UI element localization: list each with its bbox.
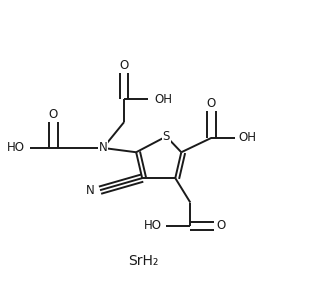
Text: OH: OH: [155, 93, 173, 105]
Text: OH: OH: [239, 131, 256, 144]
Text: O: O: [216, 219, 225, 232]
Text: SrH₂: SrH₂: [129, 255, 159, 268]
Text: HO: HO: [144, 219, 162, 232]
Text: S: S: [163, 130, 170, 143]
Text: N: N: [86, 184, 94, 197]
Text: O: O: [120, 59, 129, 72]
Text: O: O: [207, 97, 216, 110]
Text: HO: HO: [7, 142, 25, 154]
Text: N: N: [99, 142, 108, 154]
Text: O: O: [49, 108, 58, 121]
